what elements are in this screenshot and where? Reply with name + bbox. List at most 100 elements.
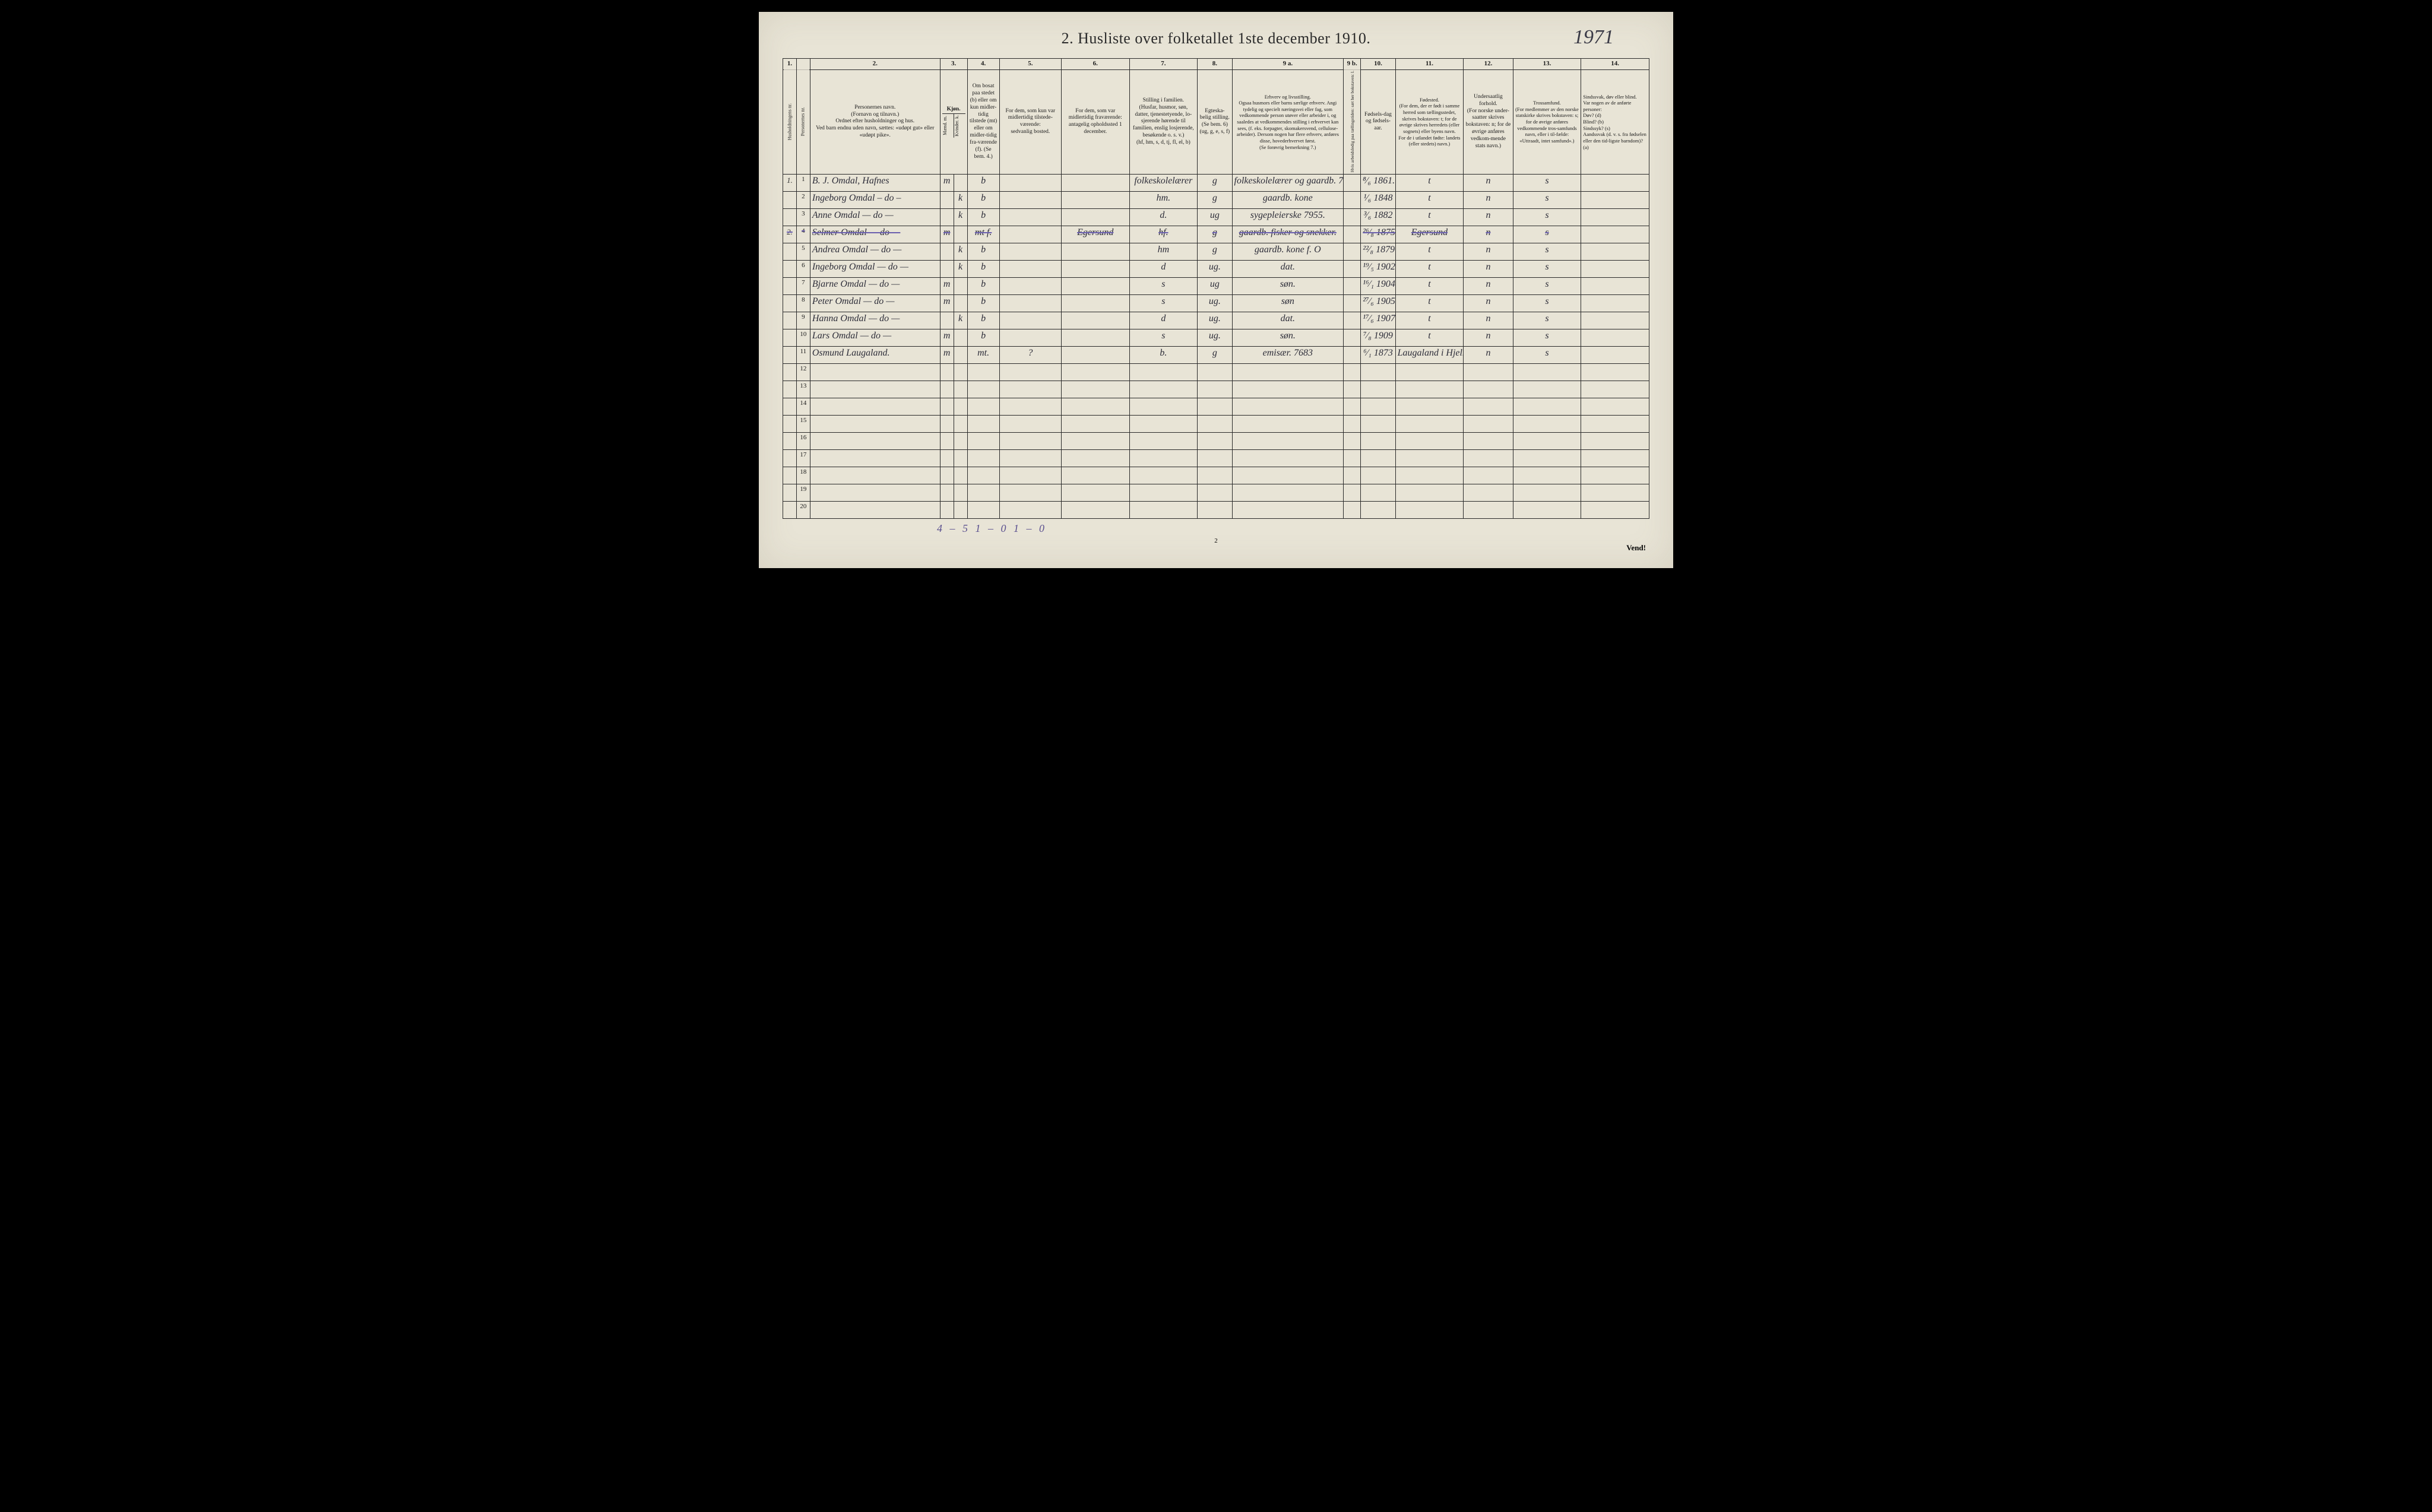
cell <box>1395 467 1464 484</box>
cell <box>1129 467 1198 484</box>
cell <box>1513 449 1581 467</box>
cell <box>1344 432 1361 449</box>
birthplace-cell: t <box>1395 294 1464 312</box>
cell <box>1395 398 1464 415</box>
birthplace-cell: Laugaland i Hjelmeland <box>1395 346 1464 363</box>
household-no: 1. <box>783 174 797 191</box>
cell <box>967 363 999 381</box>
colnum: 8. <box>1198 59 1232 70</box>
cell <box>1581 467 1649 484</box>
cell <box>1361 449 1395 467</box>
cell <box>1198 449 1232 467</box>
cell <box>1581 381 1649 398</box>
family-cell: hf. <box>1129 226 1198 243</box>
sex-k <box>954 294 967 312</box>
sex-m: m <box>940 346 954 363</box>
person-no: 17 <box>796 449 810 467</box>
family-cell: s <box>1129 294 1198 312</box>
cell <box>1344 501 1361 518</box>
birthplace-cell: t <box>1395 260 1464 277</box>
name-cell: Andrea Omdal — do — <box>810 243 940 260</box>
family-cell: b. <box>1129 346 1198 363</box>
residence-cell: b <box>967 294 999 312</box>
religion-cell: s <box>1513 277 1581 294</box>
occupation-cell: gaardb. kone f. O <box>1232 243 1344 260</box>
household-no <box>783 415 797 432</box>
table-row: 17 <box>783 449 1649 467</box>
birthdate-cell: ²⁷⁄₆ 1905 <box>1361 294 1395 312</box>
cell <box>1581 398 1649 415</box>
col-name: Personernes navn. (Fornavn og tilnavn.) … <box>810 69 940 174</box>
disability-cell <box>1581 191 1649 208</box>
mf-cell <box>1061 208 1129 226</box>
colnum: 6. <box>1061 59 1129 70</box>
mt-cell <box>999 260 1061 277</box>
col-household-no: Husholdningens nr. <box>783 69 797 174</box>
nationality-cell: n <box>1464 174 1513 191</box>
person-no: 19 <box>796 484 810 501</box>
mf-cell <box>1061 191 1129 208</box>
cell <box>1198 467 1232 484</box>
table-row: 18 <box>783 467 1649 484</box>
mt-cell <box>999 174 1061 191</box>
family-cell: hm <box>1129 243 1198 260</box>
name-cell: Osmund Laugaland. <box>810 346 940 363</box>
cell <box>954 484 967 501</box>
person-no: 18 <box>796 467 810 484</box>
cell <box>810 381 940 398</box>
birthdate-cell: ⁸⁄₆ 1861. <box>1361 174 1395 191</box>
cell <box>999 501 1061 518</box>
family-cell: d <box>1129 260 1198 277</box>
cell <box>940 432 954 449</box>
cell <box>1464 484 1513 501</box>
cell <box>1232 415 1344 432</box>
household-no <box>783 260 797 277</box>
cell <box>999 381 1061 398</box>
residence-cell: b <box>967 277 999 294</box>
disability-cell <box>1581 260 1649 277</box>
cell <box>967 467 999 484</box>
religion-cell: s <box>1513 208 1581 226</box>
mt-cell <box>999 277 1061 294</box>
occupation-cell: emisær. 7683 <box>1232 346 1344 363</box>
household-no <box>783 449 797 467</box>
cell <box>1198 484 1232 501</box>
disability-cell <box>1581 294 1649 312</box>
residence-cell: b <box>967 260 999 277</box>
person-no: 20 <box>796 501 810 518</box>
mf-cell <box>1061 277 1129 294</box>
cell <box>1061 467 1129 484</box>
cell <box>1464 432 1513 449</box>
table-row: 16 <box>783 432 1649 449</box>
cell <box>954 449 967 467</box>
cell <box>1513 501 1581 518</box>
name-cell: Bjarne Omdal — do — <box>810 277 940 294</box>
cell <box>1464 449 1513 467</box>
unemployed-cell <box>1344 346 1361 363</box>
birthdate-cell: ¹⁷⁄₆ 1907 <box>1361 312 1395 329</box>
cell <box>1513 398 1581 415</box>
sex-k: k <box>954 312 967 329</box>
col-mf: For dem, som var midlertidig fraværende:… <box>1061 69 1129 174</box>
census-table: 1.2.3.4.5.6.7.8.9 a.9 b.10.11.12.13.14. … <box>783 58 1649 519</box>
religion-cell: s <box>1513 260 1581 277</box>
mt-cell: ? <box>999 346 1061 363</box>
column-heading-row: Husholdningens nr. Personernes nr. Perso… <box>783 69 1649 174</box>
cell <box>1129 449 1198 467</box>
table-row: 19 <box>783 484 1649 501</box>
cell <box>999 432 1061 449</box>
sex-k <box>954 226 967 243</box>
unemployed-cell <box>1344 174 1361 191</box>
unemployed-cell <box>1344 226 1361 243</box>
mf-cell <box>1061 294 1129 312</box>
cell <box>954 467 967 484</box>
col-residence: Om bosat paa stedet (b) eller om kun mid… <box>967 69 999 174</box>
nationality-cell: n <box>1464 312 1513 329</box>
household-no <box>783 381 797 398</box>
sex-k: k <box>954 243 967 260</box>
col-disability: Sindssvak, døv eller blind. Var nogen av… <box>1581 69 1649 174</box>
occupation-cell: dat. <box>1232 260 1344 277</box>
marital-cell: ug. <box>1198 260 1232 277</box>
cell <box>954 415 967 432</box>
religion-cell: s <box>1513 329 1581 346</box>
